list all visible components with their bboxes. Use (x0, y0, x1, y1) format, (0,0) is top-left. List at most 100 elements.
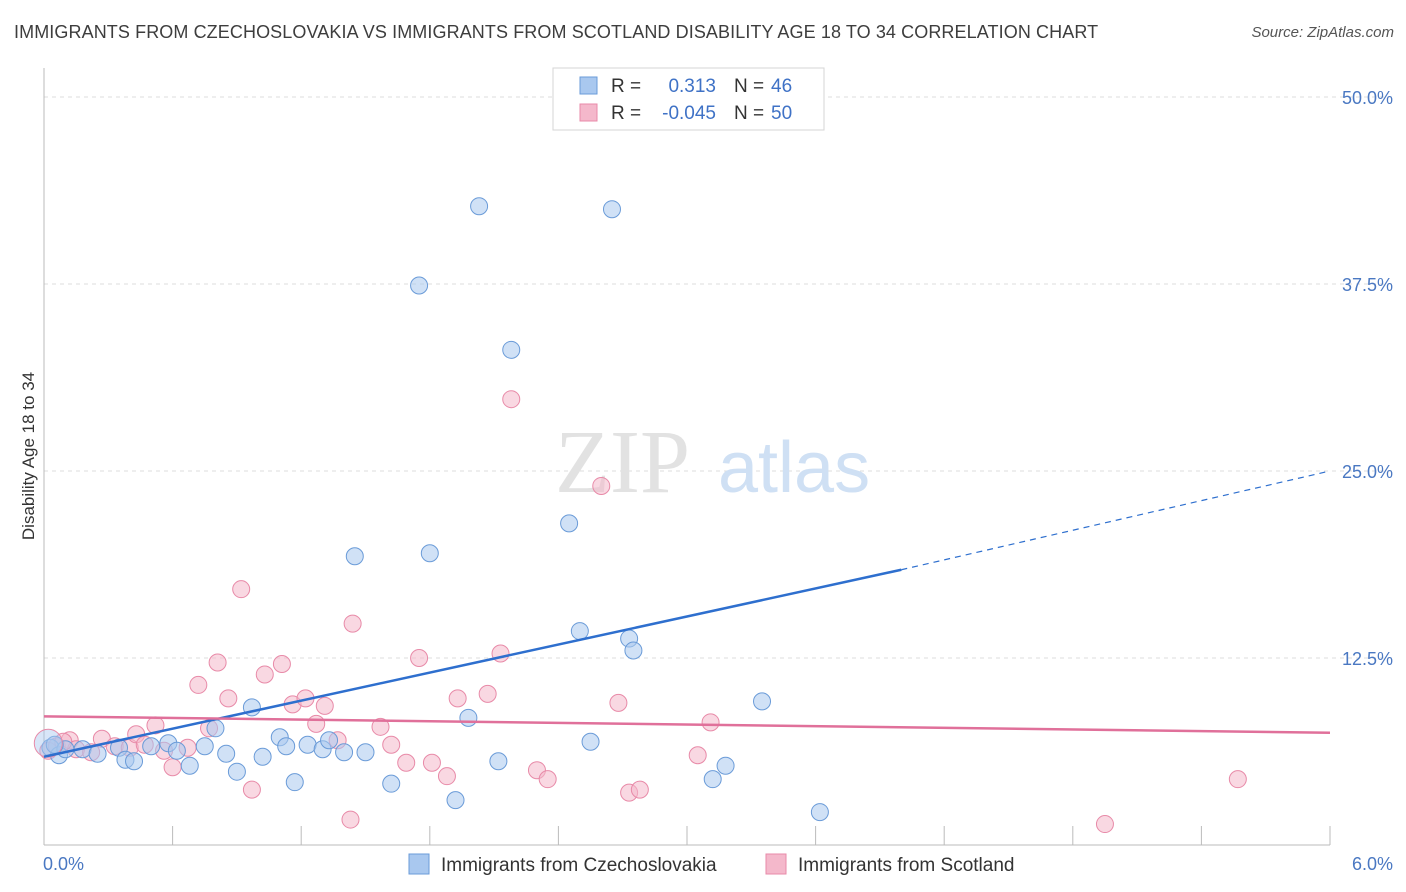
trend-line-czechoslovakia (43, 568, 902, 758)
stats-legend: R = 0.313 N = 46 R = -0.045 N = 50 (552, 67, 825, 131)
scotland-point-15 (208, 653, 227, 672)
czechoslovakia-point-44 (810, 803, 829, 822)
czechoslovakia-point-42 (716, 756, 735, 775)
x-tick-label-1: 6.0% (1352, 854, 1393, 874)
scotland-point-44 (688, 746, 707, 765)
series-legend-swatch-scotland (765, 853, 787, 875)
czechoslovakia-point-34 (502, 340, 521, 359)
czechoslovakia-point-24 (335, 743, 354, 762)
czechoslovakia-point-23 (320, 731, 339, 750)
series-legend-label-scotland: Immigrants from Scotland (798, 855, 1014, 876)
trend-lines (43, 470, 1331, 758)
y-tick-label-2: 37.5% (1342, 275, 1393, 295)
scotland-point-17 (232, 580, 251, 599)
czechoslovakia-point-14 (217, 744, 236, 763)
stats-legend-r-value-2: -0.045 (662, 103, 716, 124)
czechoslovakia-point-7 (125, 752, 144, 771)
watermark: ZIP atlas (555, 413, 870, 512)
czechoslovakia-point-36 (570, 622, 589, 641)
chart-title: IMMIGRANTS FROM CZECHOSLOVAKIA VS IMMIGR… (14, 22, 1099, 42)
czechoslovakia-point-30 (446, 791, 465, 810)
czechoslovakia-point-11 (180, 756, 199, 775)
scotland-point-33 (437, 767, 456, 786)
czechoslovakia-point-27 (382, 774, 401, 793)
czechoslovakia-point-25 (345, 547, 364, 566)
scotland-point-28 (371, 717, 390, 736)
scotland-point-27 (343, 614, 362, 633)
scotland-point-16 (219, 689, 238, 708)
series-legend-swatch-czechoslovakia (408, 853, 430, 875)
czechoslovakia-point-15 (227, 762, 246, 781)
scotland-point-30 (397, 753, 416, 772)
czechoslovakia-point-31 (459, 708, 478, 727)
czechoslovakia-point-28 (410, 276, 429, 295)
scotland-point-24 (315, 696, 334, 715)
series-legend: Immigrants from Czechoslovakia Immigrant… (408, 853, 1014, 876)
chart-source: Source: ZipAtlas.com (1251, 24, 1394, 41)
stats-legend-n-label-2: N = (734, 103, 764, 124)
overlap-point-large (33, 728, 63, 758)
trend-line-scotland (43, 715, 1331, 735)
czechoslovakia-point-20 (285, 773, 304, 792)
scotland-point-13 (189, 675, 208, 694)
scotland-point-37 (502, 390, 521, 409)
czechoslovakia-point-33 (489, 752, 508, 771)
scotland-point-46 (1095, 815, 1114, 834)
stats-legend-swatch-czechoslovakia (579, 76, 598, 95)
trend-line-czechoslovakia-extension (901, 470, 1331, 571)
stats-legend-r-label-1: R = (611, 76, 641, 97)
scotland-point-31 (410, 649, 429, 667)
czechoslovakia-point-12 (195, 737, 214, 756)
czechoslovakia-point-4 (88, 744, 107, 763)
y-tick-labels: 12.5% 25.0% 37.5% 50.0% (1342, 88, 1393, 669)
czechoslovakia-point-35 (560, 514, 579, 533)
czechoslovakia-point-17 (253, 747, 272, 766)
x-tick-labels: 0.0% 6.0% (43, 854, 1393, 874)
czechoslovakia-point-41 (703, 770, 722, 789)
scotland-point-26 (341, 810, 360, 829)
scotland-point-18 (242, 780, 261, 799)
y-tick-label-1: 25.0% (1342, 462, 1393, 482)
y-axis-title: Disability Age 18 to 34 (19, 372, 38, 540)
scotland-point-29 (382, 735, 401, 754)
czechoslovakia-point-38 (602, 200, 621, 219)
czechoslovakia-point-19 (277, 737, 296, 756)
czechoslovakia-point-10 (167, 741, 186, 760)
scotland-point-20 (272, 654, 291, 673)
stats-legend-n-value-2: 50 (771, 103, 792, 124)
watermark-zip: ZIP (555, 413, 690, 512)
scotland-point-40 (592, 476, 611, 495)
scotland-point-11 (163, 758, 182, 777)
gridlines (44, 96, 1392, 659)
stats-legend-n-label-1: N = (734, 76, 764, 97)
scotland-point-43 (630, 780, 649, 799)
scotland-point-23 (307, 714, 326, 733)
scotland-point-19 (255, 665, 274, 684)
czechoslovakia-point-21 (298, 735, 317, 754)
y-tick-label-3: 50.0% (1342, 88, 1393, 108)
scotland-point-41 (609, 693, 628, 712)
watermark-atlas: atlas (718, 428, 870, 508)
scotland-point-34 (448, 689, 467, 708)
czechoslovakia-point-32 (470, 197, 489, 216)
stats-legend-swatch-scotland (579, 103, 598, 122)
series-legend-label-czechoslovakia: Immigrants from Czechoslovakia (441, 855, 717, 876)
y-tick-label-0: 12.5% (1342, 649, 1393, 669)
scotland-point-45 (701, 713, 720, 732)
stats-legend-box (552, 67, 825, 131)
scotland-point-35 (478, 684, 497, 703)
czechoslovakia-point-37 (581, 732, 600, 751)
x-axis-ticks (43, 826, 1331, 845)
scotland-point-47 (1228, 770, 1247, 789)
scotland-point-32 (422, 753, 441, 772)
czechoslovakia-point-26 (356, 743, 375, 762)
stats-legend-r-label-2: R = (611, 103, 641, 124)
czechoslovakia-point-8 (142, 737, 161, 756)
czechoslovakia-point-43 (753, 692, 772, 711)
czechoslovakia-point-29 (420, 544, 439, 563)
czechoslovakia-point-40 (624, 641, 643, 660)
czechoslovakia-point-13 (206, 719, 225, 738)
stats-legend-r-value-1: 0.313 (668, 76, 716, 97)
scotland-point-39 (538, 770, 557, 789)
